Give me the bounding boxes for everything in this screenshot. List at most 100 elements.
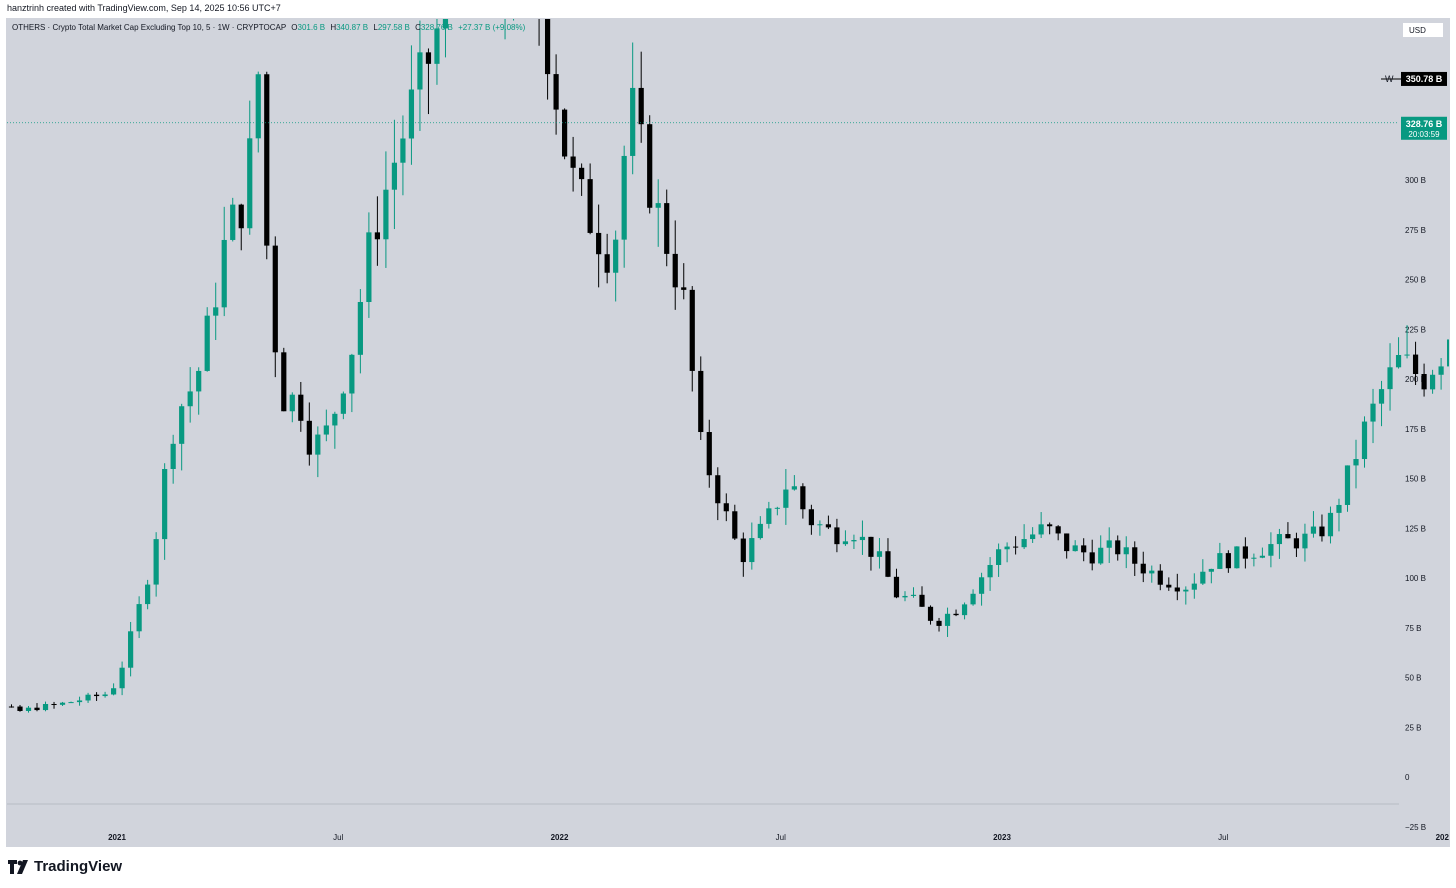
y-tick-label: 225 B [1405,325,1426,334]
candle-up [1021,539,1027,548]
candle-up [196,370,202,392]
line-price-tag [1401,71,1447,86]
creator-line: hanztrinh created with TradingView.com, … [7,3,281,13]
candle-up [442,19,449,29]
candle-up [110,688,117,695]
candle-up [332,413,338,426]
candle-up [910,594,917,596]
y-tick-label: 50 B [1405,674,1421,683]
candle-up [1191,583,1197,590]
candle-down [1115,540,1121,555]
candle-up [1276,534,1283,545]
candle-up [179,406,185,444]
candle-up [630,87,636,156]
bar-countdown: 20:03:59 [1408,130,1440,139]
x-tick-label: Jul [333,833,343,842]
candle-up [859,536,866,541]
candle-up [400,138,406,163]
candle-down [647,124,653,208]
candle-up [213,307,219,316]
candle-down [1225,553,1231,569]
candle-up [757,523,763,539]
candle-up [621,155,627,240]
close-label: C [415,23,421,32]
candle-down [1412,354,1419,374]
x-tick-label: 2023 [993,833,1011,842]
candle-up [289,394,295,412]
currency-button[interactable]: USD [1402,22,1444,38]
candle-up [1395,354,1402,368]
candle-up [255,74,261,139]
change-value: +27.37 B (+9.08%) [458,23,526,32]
candle-down [579,167,585,180]
candle-down [306,420,312,455]
candle-up [1106,540,1112,548]
candle-down [638,87,644,125]
candle-up [383,189,389,240]
candle-up [323,425,329,435]
candle-down [868,536,874,557]
chart-frame [6,18,1450,847]
y-tick-label: 175 B [1405,425,1426,434]
candle-down [238,204,244,229]
y-tick-label: 275 B [1405,226,1426,235]
candle-up [42,703,49,711]
candle-up [774,507,780,509]
candle-down [953,613,959,616]
candle-up [366,232,372,302]
candle-down [1132,547,1138,564]
candle-up [1370,403,1376,422]
candle-down [808,509,814,526]
candle-up [1149,570,1155,574]
candle-down [664,203,670,254]
candle-up [1361,421,1368,460]
candle-down [1055,526,1061,534]
time-axis[interactable] [7,827,1449,846]
candle-down [800,486,806,510]
y-tick-label: 300 B [1405,176,1426,185]
candle-down [885,551,891,577]
candle-down [698,370,704,433]
candle-up [1336,504,1342,513]
candle-up [995,549,1002,565]
tradingview-logo-icon [8,859,28,874]
last-price-value: 328.76 B [1406,119,1443,129]
candle-down [544,19,551,75]
tradingview-logo[interactable]: TradingView [8,858,122,875]
candle-up [1217,553,1223,569]
candle-up [1208,568,1214,572]
low-value: 297.58 B [377,23,410,32]
candle-up [1200,571,1206,584]
line-price-value: 350.78 B [1406,74,1443,84]
candle-down [34,707,40,711]
candle-up [842,541,849,545]
candle-down [1157,570,1163,585]
candle-up [1038,524,1044,535]
candle-up [230,204,236,240]
candle-down [1293,538,1300,549]
brand-name: TradingView [34,858,123,875]
candle-up [766,508,772,524]
candle-down [1064,533,1070,552]
candle-down [1089,552,1095,564]
symbol-title: OTHERS · Crypto Total Market Cap Excludi… [12,23,287,32]
candle-down [604,254,610,273]
candle-down [1319,526,1325,537]
candle-up [613,239,619,273]
candle-up [1183,589,1189,592]
candle-down [893,576,900,598]
candlestick-chart[interactable]: 725 B700 B675 B650 B625 B600 B575 B550 B… [7,19,1449,846]
candle-down [570,156,576,168]
candle-down [740,538,746,563]
candle-up [76,700,83,703]
candle-down [264,74,270,246]
candle-up [1234,546,1240,569]
price-scale[interactable] [1399,19,1449,827]
x-tick-label: 2021 [108,833,126,842]
candle-up [128,631,134,668]
candle-up [1072,545,1078,552]
candle-up [1004,546,1010,550]
candle-up [1123,547,1129,555]
low-label: L [373,23,378,32]
open-label: O [291,23,298,32]
